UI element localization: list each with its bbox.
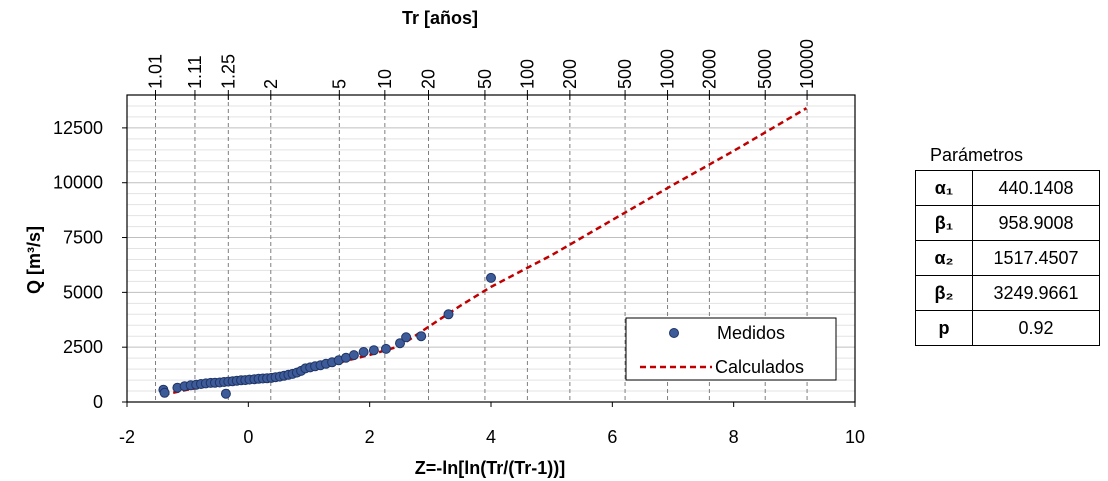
parameters-title: Parámetros — [930, 145, 1024, 165]
measured-point — [368, 345, 379, 356]
parameter-value: 958.9008 — [972, 205, 1100, 241]
x-tick-label: -2 — [119, 427, 135, 447]
x-tick-label: 0 — [243, 427, 253, 447]
measured-point — [401, 332, 412, 343]
y-tick-label: 12500 — [53, 118, 103, 138]
parameter-symbol: α₁ — [915, 170, 973, 206]
measured-point — [220, 388, 231, 399]
parameter-symbol: β₁ — [915, 205, 973, 241]
measured-point — [486, 272, 496, 283]
parameter-symbol: p — [915, 310, 973, 346]
y-tick-label: 7500 — [63, 228, 103, 248]
x-tick-label: 6 — [607, 427, 617, 447]
parameter-row: β₂ 3249.9661 — [915, 275, 1100, 311]
legend: Medidos Calculados — [625, 317, 837, 381]
measured-point — [395, 338, 405, 349]
x-tick-label: 4 — [486, 427, 496, 447]
parameter-row: α₂ 1517.4507 — [915, 240, 1100, 276]
parameter-row: p 0.92 — [915, 310, 1100, 346]
legend-label-medidos: Medidos — [717, 323, 785, 343]
measured-series — [158, 272, 496, 399]
top-tick-label: 500 — [615, 59, 635, 89]
parameters-table: α₁ 440.1408 β₁ 958.9008 α₂ 1517.4507 β₂ 3249.96… — [915, 170, 1100, 346]
top-tick-label: 20 — [419, 69, 439, 89]
top-axis-label: Tr [años] — [402, 8, 478, 28]
top-tick-label: 1000 — [658, 49, 678, 89]
top-tick-label: 1.25 — [218, 54, 238, 89]
legend-box — [625, 317, 837, 381]
y-axis-label: Q [m³/s] — [24, 226, 44, 294]
legend-label-calculados: Calculados — [715, 357, 804, 377]
top-tick-label: 100 — [517, 59, 537, 89]
x-tick-label: 2 — [365, 427, 375, 447]
top-tick-label: 5 — [329, 79, 349, 89]
grid — [127, 105, 855, 392]
top-tick-label: 10000 — [797, 39, 817, 89]
measured-point — [348, 350, 359, 361]
tick-labels: 1.01 1.11 1.25 2 5 10 20 50 100 200 500 1000 2000 500… — [53, 39, 865, 447]
top-tick-label: 2000 — [699, 49, 719, 89]
measured-point — [159, 387, 170, 398]
parameter-symbol: β₂ — [915, 275, 973, 311]
parameter-value: 3249.9661 — [972, 275, 1100, 311]
measured-point — [443, 309, 454, 320]
top-tick-label: 2 — [261, 79, 281, 89]
parameter-value: 440.1408 — [972, 170, 1100, 206]
x-tick-label: 10 — [845, 427, 865, 447]
x-tick-label: 8 — [729, 427, 739, 447]
chart: 1.01 1.11 1.25 2 5 10 20 50 100 200 500 1000 2000 500… — [24, 8, 865, 478]
parameters-panel: Parámetros α₁ 440.1408 β₁ 958.9008 α₂ 1517.45… — [915, 145, 1100, 346]
top-tick-label: 200 — [560, 59, 580, 89]
y-tick-label: 2500 — [63, 337, 103, 357]
top-tick-label: 10 — [375, 69, 395, 89]
top-tick-label: 1.01 — [146, 54, 166, 89]
y-tick-label: 10000 — [53, 173, 103, 193]
y-tick-label: 0 — [93, 392, 103, 412]
legend-marker-medidos — [669, 328, 679, 338]
parameter-symbol: α₂ — [915, 240, 973, 276]
y-tick-label: 5000 — [63, 282, 103, 302]
parameter-row: β₁ 958.9008 — [915, 205, 1100, 241]
top-tick-label: 5000 — [755, 49, 775, 89]
measured-point — [381, 343, 391, 354]
x-axis-label: Z=-ln[ln(Tr/(Tr-1))] — [415, 458, 565, 478]
parameter-value: 1517.4507 — [972, 240, 1100, 276]
measured-point — [416, 331, 427, 342]
parameter-row: α₁ 440.1408 — [915, 170, 1100, 206]
top-tick-label: 1.11 — [185, 55, 205, 89]
top-tick-label: 50 — [475, 69, 495, 89]
measured-point — [358, 347, 369, 357]
parameter-value: 0.92 — [972, 310, 1100, 346]
